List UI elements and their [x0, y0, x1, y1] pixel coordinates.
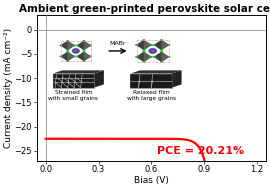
X-axis label: Bias (V): Bias (V) — [134, 176, 169, 185]
Y-axis label: Current density (mA cm⁻²): Current density (mA cm⁻²) — [4, 28, 13, 148]
Title: Ambient green-printed perovskite solar cells: Ambient green-printed perovskite solar c… — [19, 4, 270, 14]
Text: PCE = 20.21%: PCE = 20.21% — [157, 146, 244, 156]
